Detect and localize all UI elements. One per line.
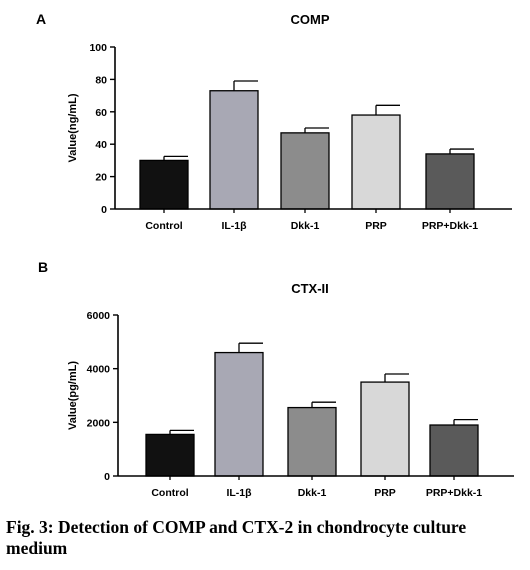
panel-a-x-tick-label: IL-1β [221,220,247,232]
panel-b-x-tick-label: Dkk-1 [298,487,327,499]
figure-caption: Fig. 3: Detection of COMP and CTX-2 in c… [6,517,467,558]
panel-a-x-tick-label: PRP [365,220,387,232]
panel-b-x-tick-label: PRP [374,487,396,499]
panel-b-y-tick-label: 0 [104,471,110,483]
panel-b-x-tick-label: IL-1β [226,487,252,499]
panel-a-bar [139,159,189,210]
panel-b-label: B [38,259,48,275]
panel-a-bar [351,114,401,210]
panel-a-y-tick-label: 40 [95,139,107,151]
panel-a-bar [425,153,475,210]
panel-a-y-axis-label: Value(ng/mL) [67,93,79,162]
panel-b-bar [360,381,410,477]
panel-a-y-tick-label: 100 [89,42,107,54]
panel-b-y-tick-label: 6000 [87,310,111,322]
panel-b-y-tick-label: 4000 [87,364,111,376]
panel-b-bar [429,424,479,477]
panel-b-bar [145,433,195,477]
panel-a-y-tick-label: 0 [101,204,107,216]
panel-a-bar [280,132,330,210]
panel-a-x-tick-label: Control [145,220,182,232]
panel-b-bar [214,351,264,477]
panel-a-x-tick-label: Dkk-1 [291,220,320,232]
panel-b-y-tick-label: 2000 [87,417,111,429]
panel-b-bar [287,406,337,477]
panel-a-label: A [36,11,46,27]
panel-b-y-axis-label: Value(pg/mL) [67,361,79,430]
panel-a-y-tick-label: 80 [95,74,107,86]
panel-a-bar [209,90,259,210]
panel-a-x-tick-label: PRP+Dkk-1 [422,220,478,232]
panel-b-title: CTX-II [291,281,329,296]
panel-a-y-tick-label: 20 [95,172,107,184]
panel-b-x-tick-label: PRP+Dkk-1 [426,487,482,499]
panel-b-x-tick-label: Control [151,487,188,499]
panel-a-title: COMP [291,12,330,27]
panel-a-y-tick-label: 60 [95,107,107,119]
